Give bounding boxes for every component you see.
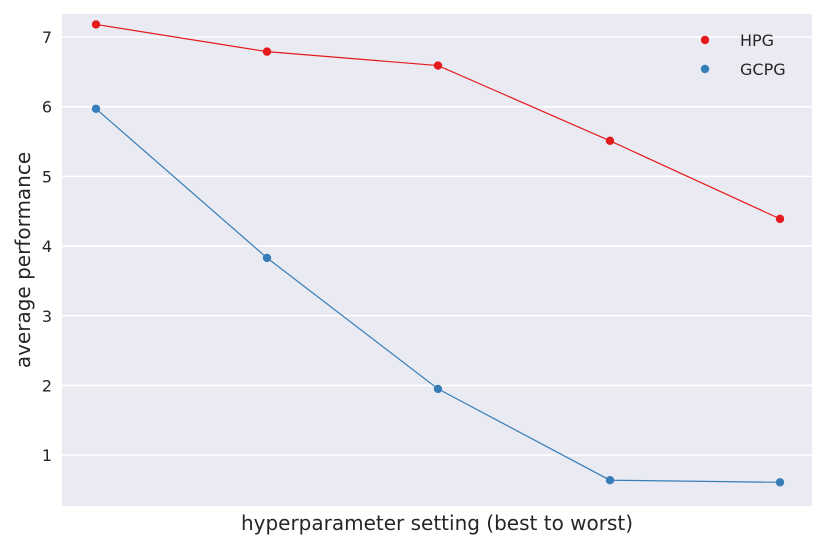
data-point-hpg-1 <box>91 20 101 29</box>
y-tick-label-4: 4 <box>42 237 52 256</box>
y-tick-label-6: 6 <box>42 98 52 117</box>
legend: HPG GCPG <box>700 31 786 79</box>
data-point-gcpg-1 <box>91 104 101 113</box>
y-tick-label-2: 2 <box>42 376 52 395</box>
series-gcpg <box>91 104 785 487</box>
x-axis-label: hyperparameter setting (best to worst) <box>241 511 633 535</box>
data-point-gcpg-3 <box>433 384 443 394</box>
data-point-hpg-4 <box>605 136 615 146</box>
legend-marker-hpg <box>700 35 710 45</box>
legend-label-gcpg: GCPG <box>740 60 786 79</box>
data-point-hpg-5 <box>775 214 785 224</box>
y-tick-label-7: 7 <box>42 28 52 47</box>
grid <box>62 36 812 456</box>
series <box>91 20 785 487</box>
legend-marker-gcpg <box>700 64 710 74</box>
data-point-gcpg-4 <box>605 476 615 485</box>
y-tick-label-1: 1 <box>42 446 52 465</box>
plot-background <box>62 14 812 506</box>
y-axis-label: average performance <box>11 152 35 368</box>
data-point-gcpg-2 <box>262 253 272 263</box>
data-point-hpg-2 <box>262 47 272 56</box>
y-tick-label-5: 5 <box>42 167 52 186</box>
series-hpg <box>91 20 785 224</box>
data-point-hpg-3 <box>433 61 443 70</box>
y-tick-label-3: 3 <box>42 307 52 326</box>
legend-label-hpg: HPG <box>740 31 774 50</box>
data-point-gcpg-5 <box>775 478 785 487</box>
y-tick-labels: 1 2 3 4 5 6 7 <box>42 28 52 465</box>
